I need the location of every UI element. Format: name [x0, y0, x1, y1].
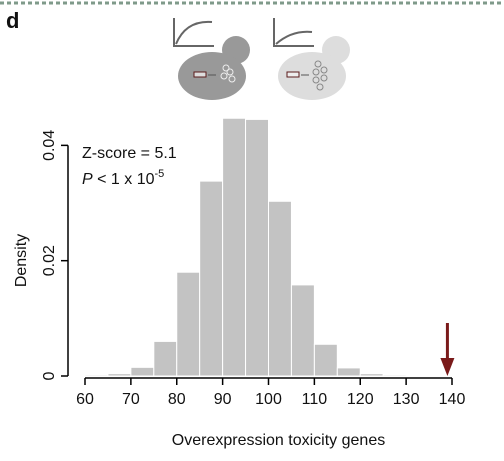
- arrow-head: [440, 358, 455, 376]
- y-axis-label: Density: [13, 234, 30, 287]
- y-tick-label: 0.02: [41, 245, 58, 276]
- bar: [313, 343, 338, 377]
- x-tick-label: 70: [122, 391, 140, 408]
- bar: [290, 284, 315, 377]
- annotation-text: < 1 x 10: [93, 171, 155, 188]
- x-tick-label: 110: [302, 391, 328, 408]
- cell-icon-left: [173, 18, 250, 100]
- bar: [153, 340, 178, 377]
- panel-label: d: [6, 8, 19, 33]
- bar: [268, 200, 292, 377]
- bar: [130, 366, 155, 377]
- y-tick-label: 0: [41, 371, 58, 380]
- annotation: Z-score = 5.1: [82, 145, 177, 162]
- annotation-superscript: -5: [155, 168, 165, 180]
- bar: [245, 118, 269, 377]
- x-tick-label: 90: [214, 391, 232, 408]
- x-axis-label: Overexpression toxicity genes: [172, 432, 385, 449]
- bar: [199, 180, 224, 377]
- x-tick-label: 120: [347, 391, 374, 408]
- observed-arrow: [440, 323, 455, 376]
- x-tick-label: 140: [439, 391, 466, 408]
- annotation: P < 1 x 10-5: [82, 168, 164, 188]
- bar: [176, 271, 201, 377]
- annotation-italic: P: [82, 171, 93, 188]
- bar: [84, 374, 109, 377]
- cell-icon-right: [273, 18, 350, 100]
- bar: [107, 373, 132, 377]
- x-tick-label: 130: [393, 391, 420, 408]
- bar: [222, 117, 247, 377]
- x-tick-label: 100: [255, 391, 282, 408]
- bar: [336, 367, 361, 377]
- x-tick-label: 80: [168, 391, 186, 408]
- bar: [359, 373, 384, 377]
- y-tick-label: 0.04: [41, 130, 58, 161]
- bar: [382, 374, 407, 377]
- x-tick-label: 60: [76, 391, 94, 408]
